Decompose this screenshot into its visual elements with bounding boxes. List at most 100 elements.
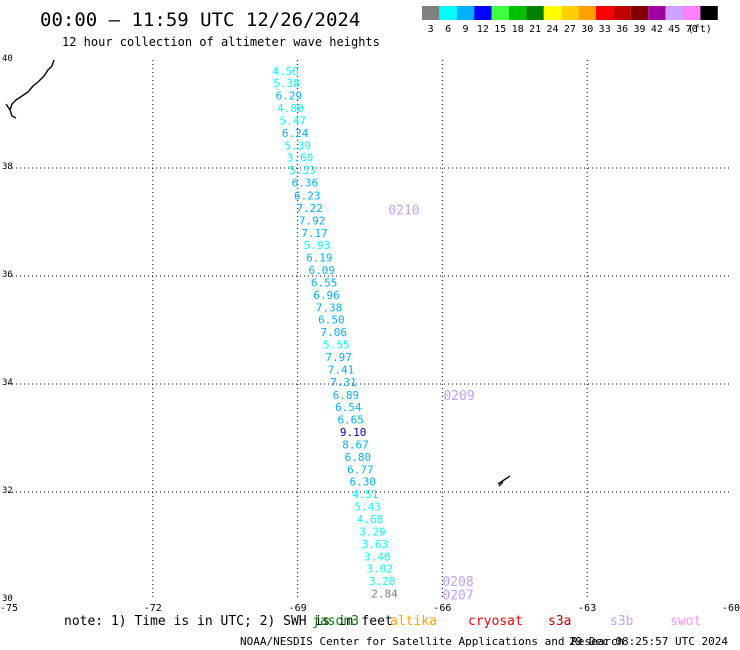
footer-timestamp: 29 Dec 08:25:57 UTC 2024 (569, 635, 728, 648)
data-point: 6.77 (347, 463, 374, 476)
satellite-label-jason3: jason3 (312, 614, 359, 629)
legend-label: 39 (633, 24, 645, 35)
legend-swatch (613, 6, 631, 20)
legend-swatch (456, 6, 475, 20)
data-point: 4.51 (352, 488, 379, 501)
x-tick-label: -69 (289, 603, 307, 614)
data-point: 6.80 (345, 451, 372, 464)
y-tick-label: 32 (2, 486, 13, 496)
chart-title: 00:00 – 11:59 UTC 12/26/2024 (40, 9, 360, 31)
data-point: 3.29 (359, 525, 386, 538)
x-tick-label: -75 (0, 603, 18, 614)
data-point: 7.17 (301, 227, 328, 240)
footer-note: note: 1) Time is in UTC; 2) SWH is in fe… (64, 614, 393, 629)
legend-swatch (526, 6, 544, 20)
legend-swatch (683, 6, 701, 20)
data-point: 6.29 (276, 90, 303, 103)
grid-lines (8, 60, 732, 600)
legend-swatch (578, 6, 596, 20)
wave-height-points: 4.565.386.294.805.476.245.393.605.336.36… (272, 65, 398, 601)
legend-swatch (543, 6, 562, 20)
data-point: 6.24 (282, 127, 309, 140)
data-point: 7.22 (296, 202, 323, 215)
data-point: 2.84 (371, 588, 398, 601)
data-point: 6.50 (318, 314, 345, 327)
satellite-label-s3a: s3a (548, 614, 571, 629)
data-point: 7.41 (328, 363, 355, 376)
legend-swatch (700, 6, 718, 20)
legend-label: 15 (494, 24, 506, 35)
legend-label: 6 (445, 24, 451, 35)
pass-label: 0210 (388, 204, 419, 219)
data-point: 7.38 (316, 301, 343, 314)
satellite-label-altika: altika (390, 614, 437, 629)
legend-label: 33 (599, 24, 611, 35)
chart-subtitle: 12 hour collection of altimeter wave hei… (62, 35, 380, 49)
data-point: 9.10 (340, 426, 367, 439)
footer-credit: NOAA/NESDIS Center for Satellite Applica… (240, 635, 624, 648)
satellite-label-swot: swot (670, 614, 701, 629)
legend-swatch (474, 6, 492, 20)
data-point: 6.19 (306, 252, 333, 265)
data-point: 6.23 (294, 190, 321, 203)
data-point: 6.65 (337, 414, 364, 427)
legend-swatch (491, 6, 509, 20)
data-point: 5.38 (273, 77, 300, 90)
data-point: 5.47 (280, 114, 307, 127)
legend-label: 27 (564, 24, 576, 35)
data-point: 7.31 (330, 376, 357, 389)
x-tick-label: -72 (144, 603, 162, 614)
satellite-label-s3b: s3b (610, 614, 634, 629)
satellite-legend: jason3 altika cryosat s3a s3b swot (312, 614, 701, 629)
data-point: 7.06 (321, 326, 348, 339)
legend-swatch (561, 6, 579, 20)
legend-label: 24 (546, 24, 558, 35)
y-tick-label: 34 (2, 378, 13, 388)
data-point: 5.39 (284, 139, 311, 152)
satellite-label-cryosat: cryosat (468, 614, 523, 629)
data-point: 7.92 (299, 214, 326, 227)
legend-swatch (630, 6, 649, 20)
legend-label: 12 (477, 24, 489, 35)
legend-label: 18 (512, 24, 524, 35)
legend-swatch (439, 6, 457, 20)
data-point: 6.96 (313, 289, 340, 302)
data-point: 4.80 (277, 102, 304, 115)
data-point: 5.43 (354, 501, 381, 514)
data-point: 6.30 (350, 476, 377, 489)
data-point: 4.56 (272, 65, 299, 78)
data-point: 4.68 (357, 513, 384, 526)
legend-label: 9 (462, 24, 468, 35)
y-tick-label: 38 (2, 162, 13, 172)
data-point: 6.89 (333, 389, 360, 402)
pass-label: 0207 (442, 589, 473, 604)
legend-swatch (648, 6, 666, 20)
legend-label: 3 (428, 24, 434, 35)
legend-label: 42 (651, 24, 663, 35)
y-tick-label: 40 (2, 54, 13, 64)
data-point: 3.63 (362, 538, 389, 551)
legend-unit: (ft) (688, 24, 712, 35)
coastline-outline (5, 59, 511, 487)
legend-swatch (665, 6, 683, 20)
legend-label: 21 (529, 24, 541, 35)
legend-swatch (422, 6, 440, 20)
data-point: 6.36 (292, 177, 319, 190)
legend-label: 70 (686, 24, 698, 35)
pass-label: 0208 (442, 575, 473, 590)
data-point: 8.67 (342, 438, 369, 451)
color-scale-legend: 3 6 9 12 15 18 21 24 27 30 33 36 39 42 45 70(ft) (422, 6, 718, 35)
data-point: 3.60 (287, 152, 314, 165)
data-point: 3.20 (369, 575, 396, 588)
data-point: 5.93 (304, 239, 331, 252)
data-point: 5.55 (323, 339, 350, 352)
legend-label: 30 (581, 24, 593, 35)
data-point: 7.97 (325, 351, 352, 364)
legend-label: 45 (668, 24, 680, 35)
y-tick-label: 30 (2, 594, 13, 604)
legend-swatch (596, 6, 614, 20)
y-tick-label: 36 (2, 270, 13, 280)
data-point: 6.09 (308, 264, 335, 277)
